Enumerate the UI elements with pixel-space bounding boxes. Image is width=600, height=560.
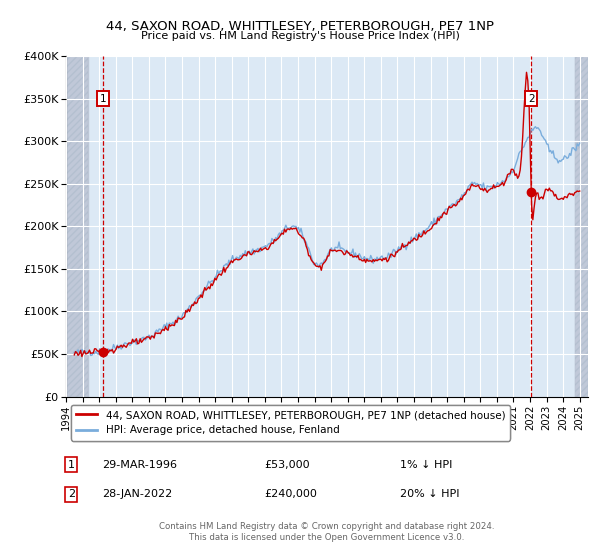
Text: 2: 2 [68,489,75,499]
Text: 20% ↓ HPI: 20% ↓ HPI [400,489,460,499]
Text: Price paid vs. HM Land Registry's House Price Index (HPI): Price paid vs. HM Land Registry's House … [140,31,460,41]
Text: Contains HM Land Registry data © Crown copyright and database right 2024.
This d: Contains HM Land Registry data © Crown c… [159,521,495,542]
Text: 1% ↓ HPI: 1% ↓ HPI [400,460,452,470]
Text: 28-JAN-2022: 28-JAN-2022 [103,489,173,499]
Bar [66,56,88,396]
Bar [66,56,88,396]
Text: 1: 1 [68,460,75,470]
Legend: 44, SAXON ROAD, WHITTLESEY, PETERBOROUGH, PE7 1NP (detached house), HPI: Average: 44, SAXON ROAD, WHITTLESEY, PETERBOROUGH… [71,405,511,441]
Text: £53,000: £53,000 [265,460,310,470]
Text: £240,000: £240,000 [265,489,317,499]
Text: 2: 2 [528,94,535,104]
Text: 44, SAXON ROAD, WHITTLESEY, PETERBOROUGH, PE7 1NP: 44, SAXON ROAD, WHITTLESEY, PETERBOROUGH… [106,20,494,32]
Text: 29-MAR-1996: 29-MAR-1996 [103,460,178,470]
Text: 1: 1 [100,94,106,104]
Bar [575,56,588,396]
Bar [575,56,588,396]
